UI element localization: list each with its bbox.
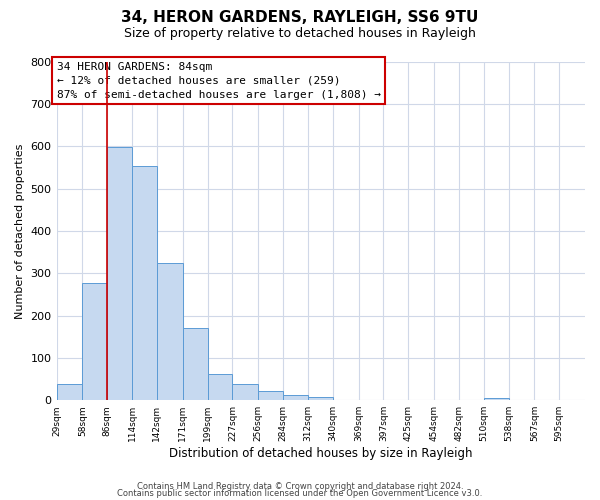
Bar xyxy=(232,384,258,400)
Bar xyxy=(283,394,308,400)
Bar xyxy=(132,166,157,400)
Bar xyxy=(182,328,208,400)
Text: 34 HERON GARDENS: 84sqm
← 12% of detached houses are smaller (259)
87% of semi-d: 34 HERON GARDENS: 84sqm ← 12% of detache… xyxy=(56,62,380,100)
Text: Size of property relative to detached houses in Rayleigh: Size of property relative to detached ho… xyxy=(124,28,476,40)
Bar xyxy=(157,262,182,400)
Bar xyxy=(308,397,333,400)
X-axis label: Distribution of detached houses by size in Rayleigh: Distribution of detached houses by size … xyxy=(169,447,473,460)
Text: 34, HERON GARDENS, RAYLEIGH, SS6 9TU: 34, HERON GARDENS, RAYLEIGH, SS6 9TU xyxy=(121,10,479,25)
Bar xyxy=(484,398,509,400)
Bar xyxy=(56,384,82,400)
Y-axis label: Number of detached properties: Number of detached properties xyxy=(15,143,25,318)
Text: Contains HM Land Registry data © Crown copyright and database right 2024.: Contains HM Land Registry data © Crown c… xyxy=(137,482,463,491)
Bar xyxy=(208,374,232,400)
Bar xyxy=(258,391,283,400)
Text: Contains public sector information licensed under the Open Government Licence v3: Contains public sector information licen… xyxy=(118,489,482,498)
Bar xyxy=(107,148,132,400)
Bar xyxy=(82,282,107,400)
